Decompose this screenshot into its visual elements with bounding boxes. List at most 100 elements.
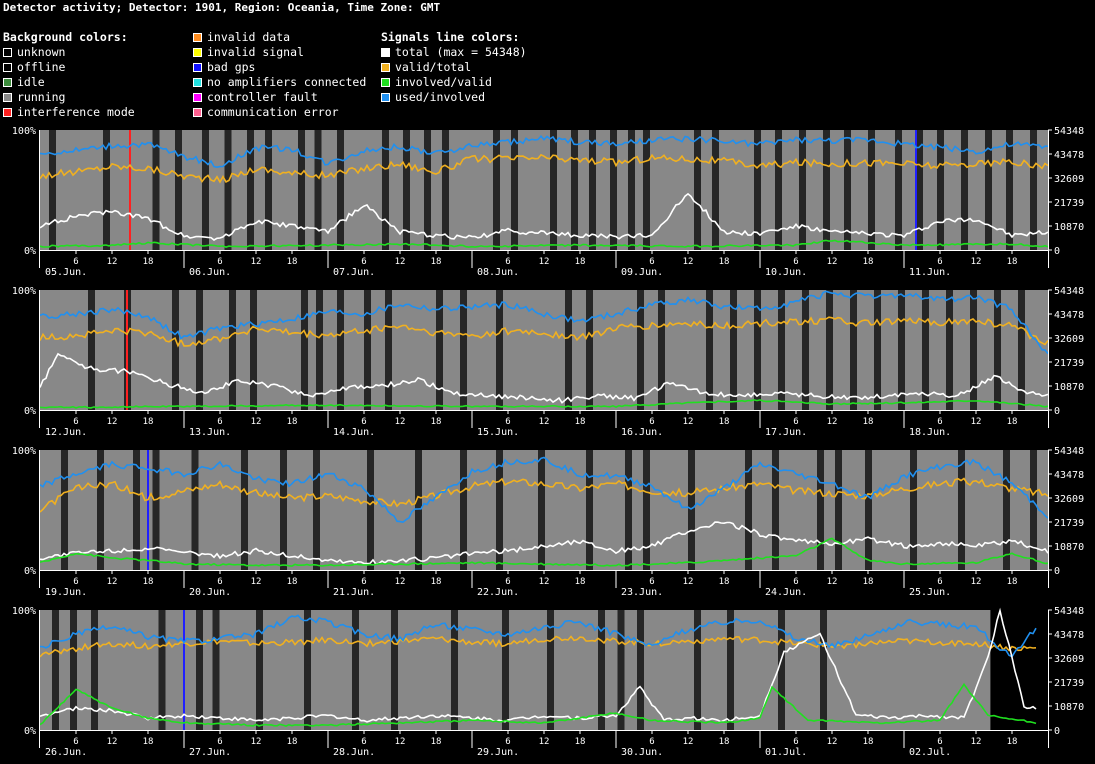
swatch-icon (381, 63, 390, 72)
offline-bar (460, 290, 467, 410)
swatch-icon (3, 63, 12, 72)
hour-label: 6 (937, 737, 942, 747)
offline-bar (224, 130, 232, 250)
bad_gps-marker (183, 610, 185, 730)
chart-panel-3: 100%0%5434843478326092173910870019.Jun.6… (12, 446, 1084, 598)
day-label: 14.Jun. (333, 427, 375, 438)
hour-label: 12 (395, 737, 406, 747)
series-valid-total (39, 153, 1049, 184)
offline-bar (97, 450, 104, 570)
hour-label: 18 (143, 417, 154, 427)
right-tick-label: 21739 (1054, 678, 1084, 689)
series-total (39, 521, 1049, 566)
hour-label: 12 (971, 737, 982, 747)
day-label: 23.Jun. (621, 587, 663, 598)
offline-bar (496, 290, 503, 410)
legend-item-communication-error: communication error (193, 105, 366, 120)
offline-bar (247, 130, 254, 250)
hour-label: 18 (287, 417, 298, 427)
offline-bar (961, 130, 968, 250)
offline-bar (712, 130, 719, 250)
swatch-icon (3, 48, 12, 57)
right-tick-label: 43478 (1054, 630, 1084, 641)
left-tick-label: 0% (24, 406, 36, 417)
hour-label: 18 (143, 577, 154, 587)
swatch-icon (193, 93, 202, 102)
chart-panel-2: 100%0%5434843478326092173910870012.Jun.6… (12, 286, 1084, 438)
hour-label: 18 (287, 257, 298, 267)
hour-label: 12 (395, 417, 406, 427)
hour-label: 18 (575, 417, 586, 427)
signals-legend-title: Signals line colors: (381, 30, 520, 44)
legend-item-bad-gps: bad gps (193, 60, 366, 75)
offline-bar (643, 130, 650, 250)
offline-bar (658, 290, 665, 410)
legend-item-valid-total: valid/total (381, 60, 527, 75)
right-tick-label: 10870 (1054, 382, 1084, 393)
hour-label: 12 (107, 417, 118, 427)
series-involved-valid (39, 537, 1049, 567)
hour-label: 12 (827, 577, 838, 587)
legend-item-running: running (3, 90, 135, 105)
swatch-icon (381, 48, 390, 57)
offline-bar (241, 450, 248, 570)
offline-bar (916, 130, 923, 250)
hour-label: 18 (575, 577, 586, 587)
right-tick-label: 10870 (1054, 222, 1084, 233)
offline-bar (304, 610, 311, 730)
hour-label: 6 (649, 577, 654, 587)
hour-label: 6 (937, 577, 942, 587)
right-tick-label: 21739 (1054, 358, 1084, 369)
hour-label: 6 (793, 577, 798, 587)
right-tick-label: 43478 (1054, 310, 1084, 321)
day-label: 01.Jul. (765, 747, 807, 758)
offline-bar (196, 290, 203, 410)
offline-bar (391, 610, 398, 730)
hour-label: 6 (217, 577, 222, 587)
right-tick-label: 43478 (1054, 470, 1084, 481)
offline-bar (637, 290, 644, 410)
offline-bar (152, 130, 160, 250)
right-tick-label: 21739 (1054, 198, 1084, 209)
hour-label: 18 (143, 257, 154, 267)
day-label: 19.Jun. (45, 587, 87, 598)
legend-item-invalid-signal: invalid signal (193, 45, 366, 60)
right-tick-label: 32609 (1054, 494, 1084, 505)
hour-label: 6 (793, 737, 798, 747)
hour-label: 12 (107, 737, 118, 747)
legend-item-interference-mode: interference mode (3, 105, 135, 120)
right-tick-label: 43478 (1054, 150, 1084, 161)
day-label: 10.Jun. (765, 267, 807, 278)
hour-label: 12 (539, 577, 550, 587)
right-tick-label: 54348 (1054, 286, 1084, 297)
day-label: 30.Jun. (621, 747, 663, 758)
offline-bar (172, 290, 179, 410)
offline-bar (895, 130, 902, 250)
hour-label: 6 (937, 417, 942, 427)
hour-label: 18 (431, 417, 442, 427)
offline-bar (385, 290, 392, 410)
offline-bar (367, 450, 374, 570)
offline-bar (298, 130, 305, 250)
offline-bar (985, 130, 992, 250)
hour-label: 12 (827, 257, 838, 267)
offline-bar (364, 290, 371, 410)
right-tick-label: 32609 (1054, 174, 1084, 185)
hour-label: 12 (683, 257, 694, 267)
offline-bar (152, 450, 160, 570)
series-valid-total (39, 477, 1049, 513)
hour-label: 6 (937, 257, 942, 267)
right-tick-label: 0 (1054, 726, 1060, 737)
offline-bar (158, 610, 166, 730)
offline-bar (727, 610, 734, 730)
offline-bar (1003, 450, 1010, 570)
series-involved-valid (39, 239, 1049, 248)
offline-bar (598, 610, 605, 730)
hour-label: 12 (539, 257, 550, 267)
offline-bar (70, 610, 77, 730)
offline-bar (799, 130, 806, 250)
hour-label: 6 (361, 737, 366, 747)
hour-label: 6 (505, 257, 510, 267)
day-label: 25.Jun. (909, 587, 951, 598)
offline-bar (625, 450, 632, 570)
